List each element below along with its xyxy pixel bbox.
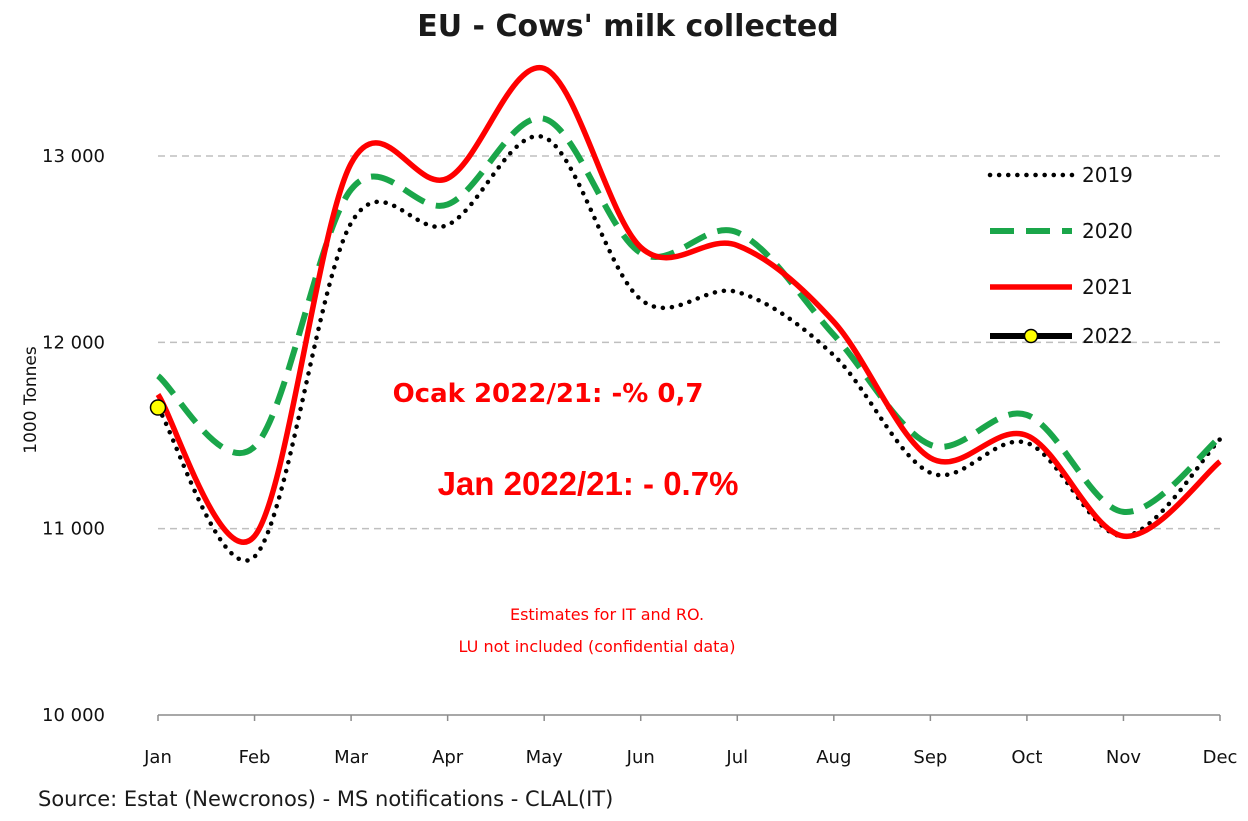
- legend-label-2021: 2021: [1082, 275, 1133, 299]
- x-axis: [157, 714, 1221, 721]
- series-2022-point: [149, 399, 167, 416]
- y-tick-labels: 10 000 11 000 12 000 13 000: [42, 146, 105, 726]
- source-note: Source: Estat (Newcronos) - MS notificat…: [38, 787, 613, 811]
- grid-lines: [158, 155, 1220, 530]
- series-2020-line: [155, 115, 1222, 515]
- x-tick-label: Oct: [1011, 747, 1042, 768]
- legend: 2019 2020 2021 2022: [987, 163, 1133, 348]
- x-tick-label: May: [526, 747, 564, 768]
- annotation-english: Jan 2022/21: - 0.7%: [438, 465, 739, 502]
- x-tick-label: Feb: [239, 747, 271, 768]
- legend-label-2022: 2022: [1082, 324, 1133, 348]
- x-tick-label: Dec: [1203, 747, 1238, 768]
- x-tick-label: Jun: [626, 747, 655, 768]
- legend-marker-2022: [1023, 328, 1039, 344]
- series-2021-line: [155, 64, 1222, 545]
- x-tick-label: Jan: [143, 747, 172, 768]
- x-tick-label: Mar: [334, 747, 369, 768]
- y-tick-label: 10 000: [42, 705, 105, 726]
- series-2019-line: [155, 133, 1223, 563]
- y-tick-label: 12 000: [42, 332, 105, 353]
- legend-label-2019: 2019: [1082, 163, 1133, 187]
- x-tick-label: Jul: [725, 747, 748, 768]
- note-estimates: Estimates for IT and RO.: [510, 605, 704, 624]
- y-tick-label: 13 000: [42, 146, 105, 167]
- x-tick-label: Nov: [1106, 747, 1141, 768]
- x-tick-label: Apr: [432, 747, 464, 768]
- series-lines: [149, 64, 1223, 563]
- x-tick-label: Sep: [913, 747, 947, 768]
- chart-title: EU - Cows' milk collected: [417, 9, 839, 44]
- x-tick-labels: Jan Feb Mar Apr May Jun Jul Aug Sep Oct Nov Dec: [143, 747, 1237, 768]
- x-tick-label: Aug: [816, 747, 851, 768]
- annotation-turkish: Ocak 2022/21: -% 0,7: [393, 379, 704, 409]
- y-tick-label: 11 000: [42, 519, 105, 540]
- note-lu-excluded: LU not included (confidential data): [459, 637, 736, 656]
- y-axis-label: 1000 Tonnes: [21, 346, 41, 454]
- legend-label-2020: 2020: [1082, 219, 1133, 243]
